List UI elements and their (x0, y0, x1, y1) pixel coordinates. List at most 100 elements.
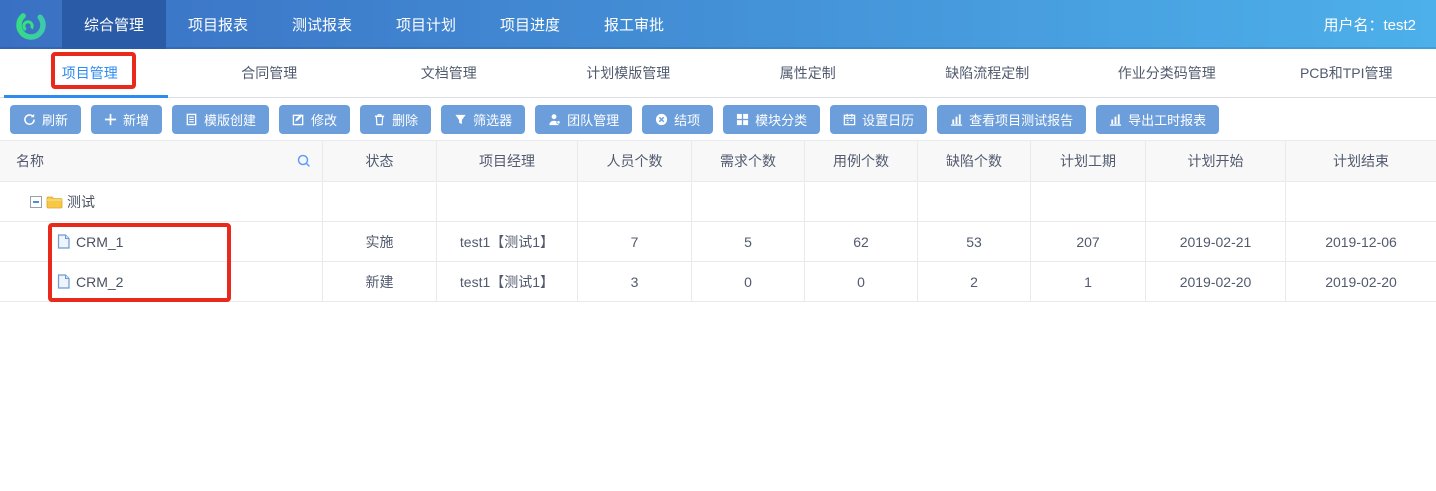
button-label: 删除 (392, 112, 419, 128)
search-icon[interactable] (296, 153, 312, 169)
export-timesheet-button[interactable]: 导出工时报表 (1096, 104, 1220, 134)
module-category-button[interactable]: 模块分类 (723, 104, 821, 134)
edit-button[interactable]: 修改 (279, 104, 351, 134)
close-project-button[interactable]: 结项 (642, 104, 714, 134)
table-row-crm2[interactable]: CRM_2 新建 test1【测试1】 3 0 0 2 1 2019-02-20… (0, 262, 1436, 302)
nav-item-general-management[interactable]: 综合管理 (62, 0, 166, 49)
view-test-report-button[interactable]: 查看项目测试报告 (937, 104, 1087, 134)
button-label: 查看项目测试报告 (969, 112, 1074, 128)
plan-start-cell: 2019-02-21 (1146, 222, 1286, 262)
plus-icon (104, 113, 117, 125)
table-cell (918, 182, 1031, 222)
column-header-status: 状态 (323, 141, 437, 182)
swirl-logo-icon (16, 9, 46, 40)
tab-bar: 项目管理 合同管理 文档管理 计划模版管理 属性定制 缺陷流程定制 作业分类码管… (0, 49, 1436, 98)
use-cases-cell: 62 (805, 222, 918, 262)
button-label: 修改 (311, 112, 338, 128)
nav-item-project-reports[interactable]: 项目报表 (187, 17, 248, 34)
table-header-row: 名称 状态 项目经理 人员个数 需求个数 用例个数 缺陷个数 计划工期 计划开始… (0, 140, 1436, 182)
top-navbar: 综合管理 项目报表 测试报表 项目计划 项目进度 报工审批 用户名：test2 (0, 0, 1436, 49)
username-label[interactable]: 用户名：test2 (1323, 17, 1416, 34)
column-header-plan-end: 计划结束 (1286, 141, 1436, 182)
button-label: 结项 (674, 112, 701, 128)
bar-chart-icon (1110, 113, 1122, 126)
column-header-manager: 项目经理 (437, 141, 578, 182)
column-header-duration: 计划工期 (1031, 141, 1146, 182)
collapse-toggle-icon[interactable] (30, 195, 42, 208)
requirements-cell: 5 (692, 222, 805, 262)
table-cell (578, 182, 692, 222)
tab-document-management[interactable]: 文档管理 (420, 65, 477, 81)
nav-item-project-plan[interactable]: 项目计划 (395, 17, 456, 34)
column-header-plan-start: 计划开始 (1146, 141, 1286, 182)
members-cell: 7 (578, 222, 692, 262)
funnel-icon (455, 114, 466, 124)
set-calendar-button[interactable]: 设置日历 (830, 104, 928, 134)
button-label: 导出工时报表 (1128, 112, 1207, 128)
defects-cell: 2 (918, 262, 1031, 302)
table-cell (1286, 182, 1436, 222)
nav-item-test-reports[interactable]: 测试报表 (291, 17, 352, 34)
nav-item-project-progress[interactable]: 项目进度 (499, 17, 560, 34)
column-header-use-cases: 用例个数 (805, 141, 918, 182)
column-label: 名称 (16, 153, 44, 169)
tab-project-management[interactable]: 项目管理 (0, 49, 180, 98)
tab-activity-code-management[interactable]: 作业分类码管理 (1117, 65, 1216, 81)
manager-cell: test1【测试1】 (437, 222, 578, 262)
tab-contract-management[interactable]: 合同管理 (241, 65, 298, 81)
manager-cell: test1【测试1】 (437, 262, 578, 302)
app-logo[interactable] (0, 0, 62, 49)
project-table: 名称 状态 项目经理 人员个数 需求个数 用例个数 缺陷个数 计划工期 计划开始… (0, 140, 1436, 302)
add-button[interactable]: 新增 (91, 104, 163, 134)
requirements-cell: 0 (692, 262, 805, 302)
project-name-label[interactable]: CRM_2 (76, 273, 124, 290)
table-cell (1031, 182, 1146, 222)
project-name-label[interactable]: CRM_1 (76, 233, 124, 250)
file-icon (57, 234, 70, 249)
file-icon (57, 274, 70, 289)
button-label: 筛选器 (473, 112, 513, 128)
table-row-crm1[interactable]: CRM_1 实施 test1【测试1】 7 5 62 53 207 2019-0… (0, 222, 1436, 262)
duration-cell: 1 (1031, 262, 1146, 302)
table-cell (692, 182, 805, 222)
tab-plan-template-management[interactable]: 计划模版管理 (586, 65, 671, 81)
calendar-icon (843, 113, 856, 125)
trash-icon (374, 113, 385, 125)
circle-x-icon (656, 113, 668, 125)
edit-icon (292, 113, 304, 125)
button-label: 模版创建 (204, 112, 257, 128)
use-cases-cell: 0 (805, 262, 918, 302)
template-create-button[interactable]: 模版创建 (172, 104, 270, 134)
nav-item-work-approval[interactable]: 报工审批 (603, 17, 664, 34)
bar-chart-icon (951, 113, 963, 126)
main-menu: 综合管理 项目报表 测试报表 项目计划 项目进度 报工审批 (62, 0, 686, 49)
grid-icon (737, 113, 749, 125)
name-cell: CRM_1 (0, 222, 323, 262)
tab-defect-workflow-customization[interactable]: 缺陷流程定制 (945, 65, 1030, 81)
table-row-group[interactable]: 测试 (0, 182, 1436, 222)
group-name-label[interactable]: 测试 (67, 193, 95, 210)
filter-button[interactable]: 筛选器 (441, 104, 526, 134)
status-cell: 实施 (323, 222, 437, 262)
status-cell: 新建 (323, 262, 437, 302)
name-cell: 测试 (0, 182, 323, 222)
team-management-button[interactable]: 团队管理 (535, 104, 633, 134)
table-cell (323, 182, 437, 222)
column-header-members: 人员个数 (578, 141, 692, 182)
column-header-requirements: 需求个数 (692, 141, 805, 182)
tab-attribute-customization[interactable]: 属性定制 (779, 65, 836, 81)
name-cell: CRM_2 (0, 262, 323, 302)
button-label: 设置日历 (862, 112, 915, 128)
delete-button[interactable]: 删除 (360, 104, 432, 134)
person-icon (549, 113, 561, 125)
plan-end-cell: 2019-02-20 (1286, 262, 1436, 302)
button-label: 团队管理 (567, 112, 620, 128)
refresh-button[interactable]: 刷新 (10, 104, 82, 134)
defects-cell: 53 (918, 222, 1031, 262)
refresh-icon (24, 113, 35, 125)
tab-pcb-tpi-management[interactable]: PCB和TPI管理 (1299, 65, 1393, 81)
button-label: 刷新 (42, 112, 69, 128)
table-cell (1146, 182, 1286, 222)
column-header-name: 名称 (0, 141, 323, 182)
